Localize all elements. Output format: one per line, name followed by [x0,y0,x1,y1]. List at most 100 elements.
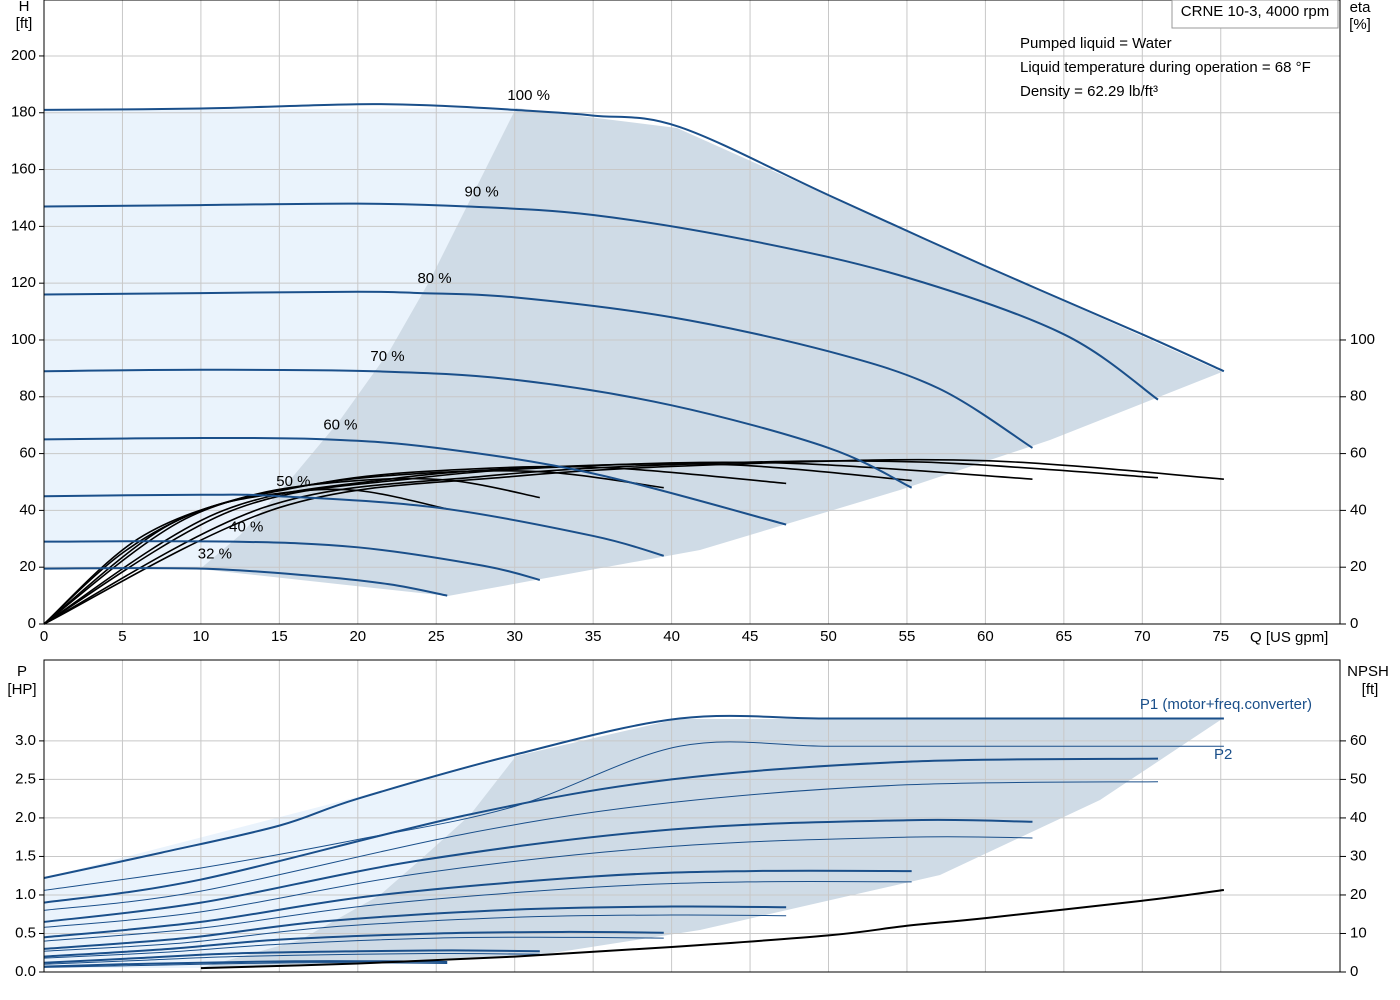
y2-tick-label: 20 [1350,558,1367,575]
efficiency-curve [43,477,540,625]
head-curve [43,368,913,489]
title-box [1171,0,1339,29]
efficiency-curve [43,460,1159,625]
power-curve [43,914,787,952]
speed-label: 60 % [323,416,357,433]
x-tick-label: 0 [40,628,48,645]
y-tick-label: 1.5 [15,847,36,864]
power-curve [43,880,912,942]
speed-label: 80 % [417,270,451,287]
head-curve [43,540,541,581]
speed-label: 100 % [507,87,550,104]
y-tick-label: 100 [11,331,36,348]
head-curve [43,290,1034,449]
efficiency-curve [43,488,448,625]
y2-tick-label: 60 [1350,445,1367,462]
x-tick-label: 40 [663,628,680,645]
power-curve [200,888,1225,970]
x-tick-label: 55 [899,628,916,645]
speed-label: 40 % [229,519,263,536]
y-axis-label: [ft] [16,15,33,32]
speed-label: 90 % [465,183,499,200]
x-tick-label: 45 [742,628,759,645]
power-curve [43,949,540,964]
speed-label: 70 % [370,348,404,365]
x-tick-label: 50 [820,628,837,645]
speed-label: 50 % [276,473,310,490]
y-tick-label: 2.0 [15,809,36,826]
y-tick-label: 0.5 [15,924,36,941]
x-axis-label: Q [US gpm] [1250,629,1328,646]
y-tick-label: 60 [19,445,36,462]
y-tick-label: 40 [19,501,36,518]
series-label: P2 [1214,746,1232,763]
y2-tick-label: 100 [1350,331,1375,348]
power-curve [43,836,1033,928]
y2-tick-label: 80 [1350,388,1367,405]
y-tick-label: 0.0 [15,963,36,980]
x-tick-label: 15 [271,628,288,645]
head-curve [43,493,665,557]
y-tick-label: 1.0 [15,886,36,903]
y2-tick-label: 0 [1350,963,1358,980]
speed-label: 32 % [198,546,232,563]
y-tick-label: 200 [11,47,36,64]
y2-tick-label: 0 [1350,615,1358,632]
power-curve [43,714,1224,879]
y-tick-label: 160 [11,161,36,178]
x-tick-label: 5 [118,628,126,645]
x-tick-label: 35 [585,628,602,645]
y2-axis-label: NPSH [1347,663,1389,680]
y-tick-label: 80 [19,388,36,405]
y2-axis-label: [%] [1349,16,1371,33]
efficiency-curve [43,469,664,625]
power-curve [43,741,1224,891]
power-curve [43,781,1159,911]
x-tick-label: 70 [1134,628,1151,645]
power-curve [43,905,787,950]
y-tick-label: 0 [28,615,36,632]
y2-tick-label: 60 [1350,732,1367,749]
plot-frame [43,659,1341,973]
chart-title: CRNE 10-3, 4000 rpm [1181,3,1329,20]
y2-tick-label: 10 [1350,924,1367,941]
head-curve [43,567,448,597]
power-curve [43,930,664,958]
annotation: Density = 62.29 lb/ft³ [1020,83,1158,100]
y-tick-label: 20 [19,558,36,575]
head-curve [43,202,1159,401]
x-tick-label: 10 [193,628,210,645]
efficiency-curve [43,461,1033,625]
y-tick-label: 3.0 [15,732,36,749]
power-curve [43,953,540,965]
y-tick-label: 120 [11,274,36,291]
y-axis-label: H [19,0,30,15]
x-tick-label: 60 [977,628,994,645]
y2-axis-label: [ft] [1362,681,1379,698]
power-curve [43,818,1033,923]
annotation: Liquid temperature during operation = 68… [1020,59,1311,76]
series-label: P1 (motor+freq.converter) [1140,696,1312,713]
y-tick-label: 180 [11,104,36,121]
efficiency-curve [43,465,787,625]
power-range-light [44,756,516,968]
x-tick-label: 75 [1212,628,1229,645]
annotation: Pumped liquid = Water [1020,35,1172,52]
y2-tick-label: 30 [1350,847,1367,864]
x-tick-label: 25 [428,628,445,645]
x-tick-label: 65 [1056,628,1073,645]
power-curve [43,936,664,959]
y2-tick-label: 50 [1350,770,1367,787]
plot-frame [43,0,1341,625]
y2-axis-label: eta [1350,0,1372,16]
y2-tick-label: 40 [1350,809,1367,826]
x-tick-label: 30 [506,628,523,645]
head-curve [43,436,787,526]
power-curve [43,757,1159,904]
y-tick-label: 140 [11,217,36,234]
x-tick-label: 20 [349,628,366,645]
curves [43,103,1225,970]
y-axis-label: P [17,663,27,680]
y-tick-label: 2.5 [15,770,36,787]
